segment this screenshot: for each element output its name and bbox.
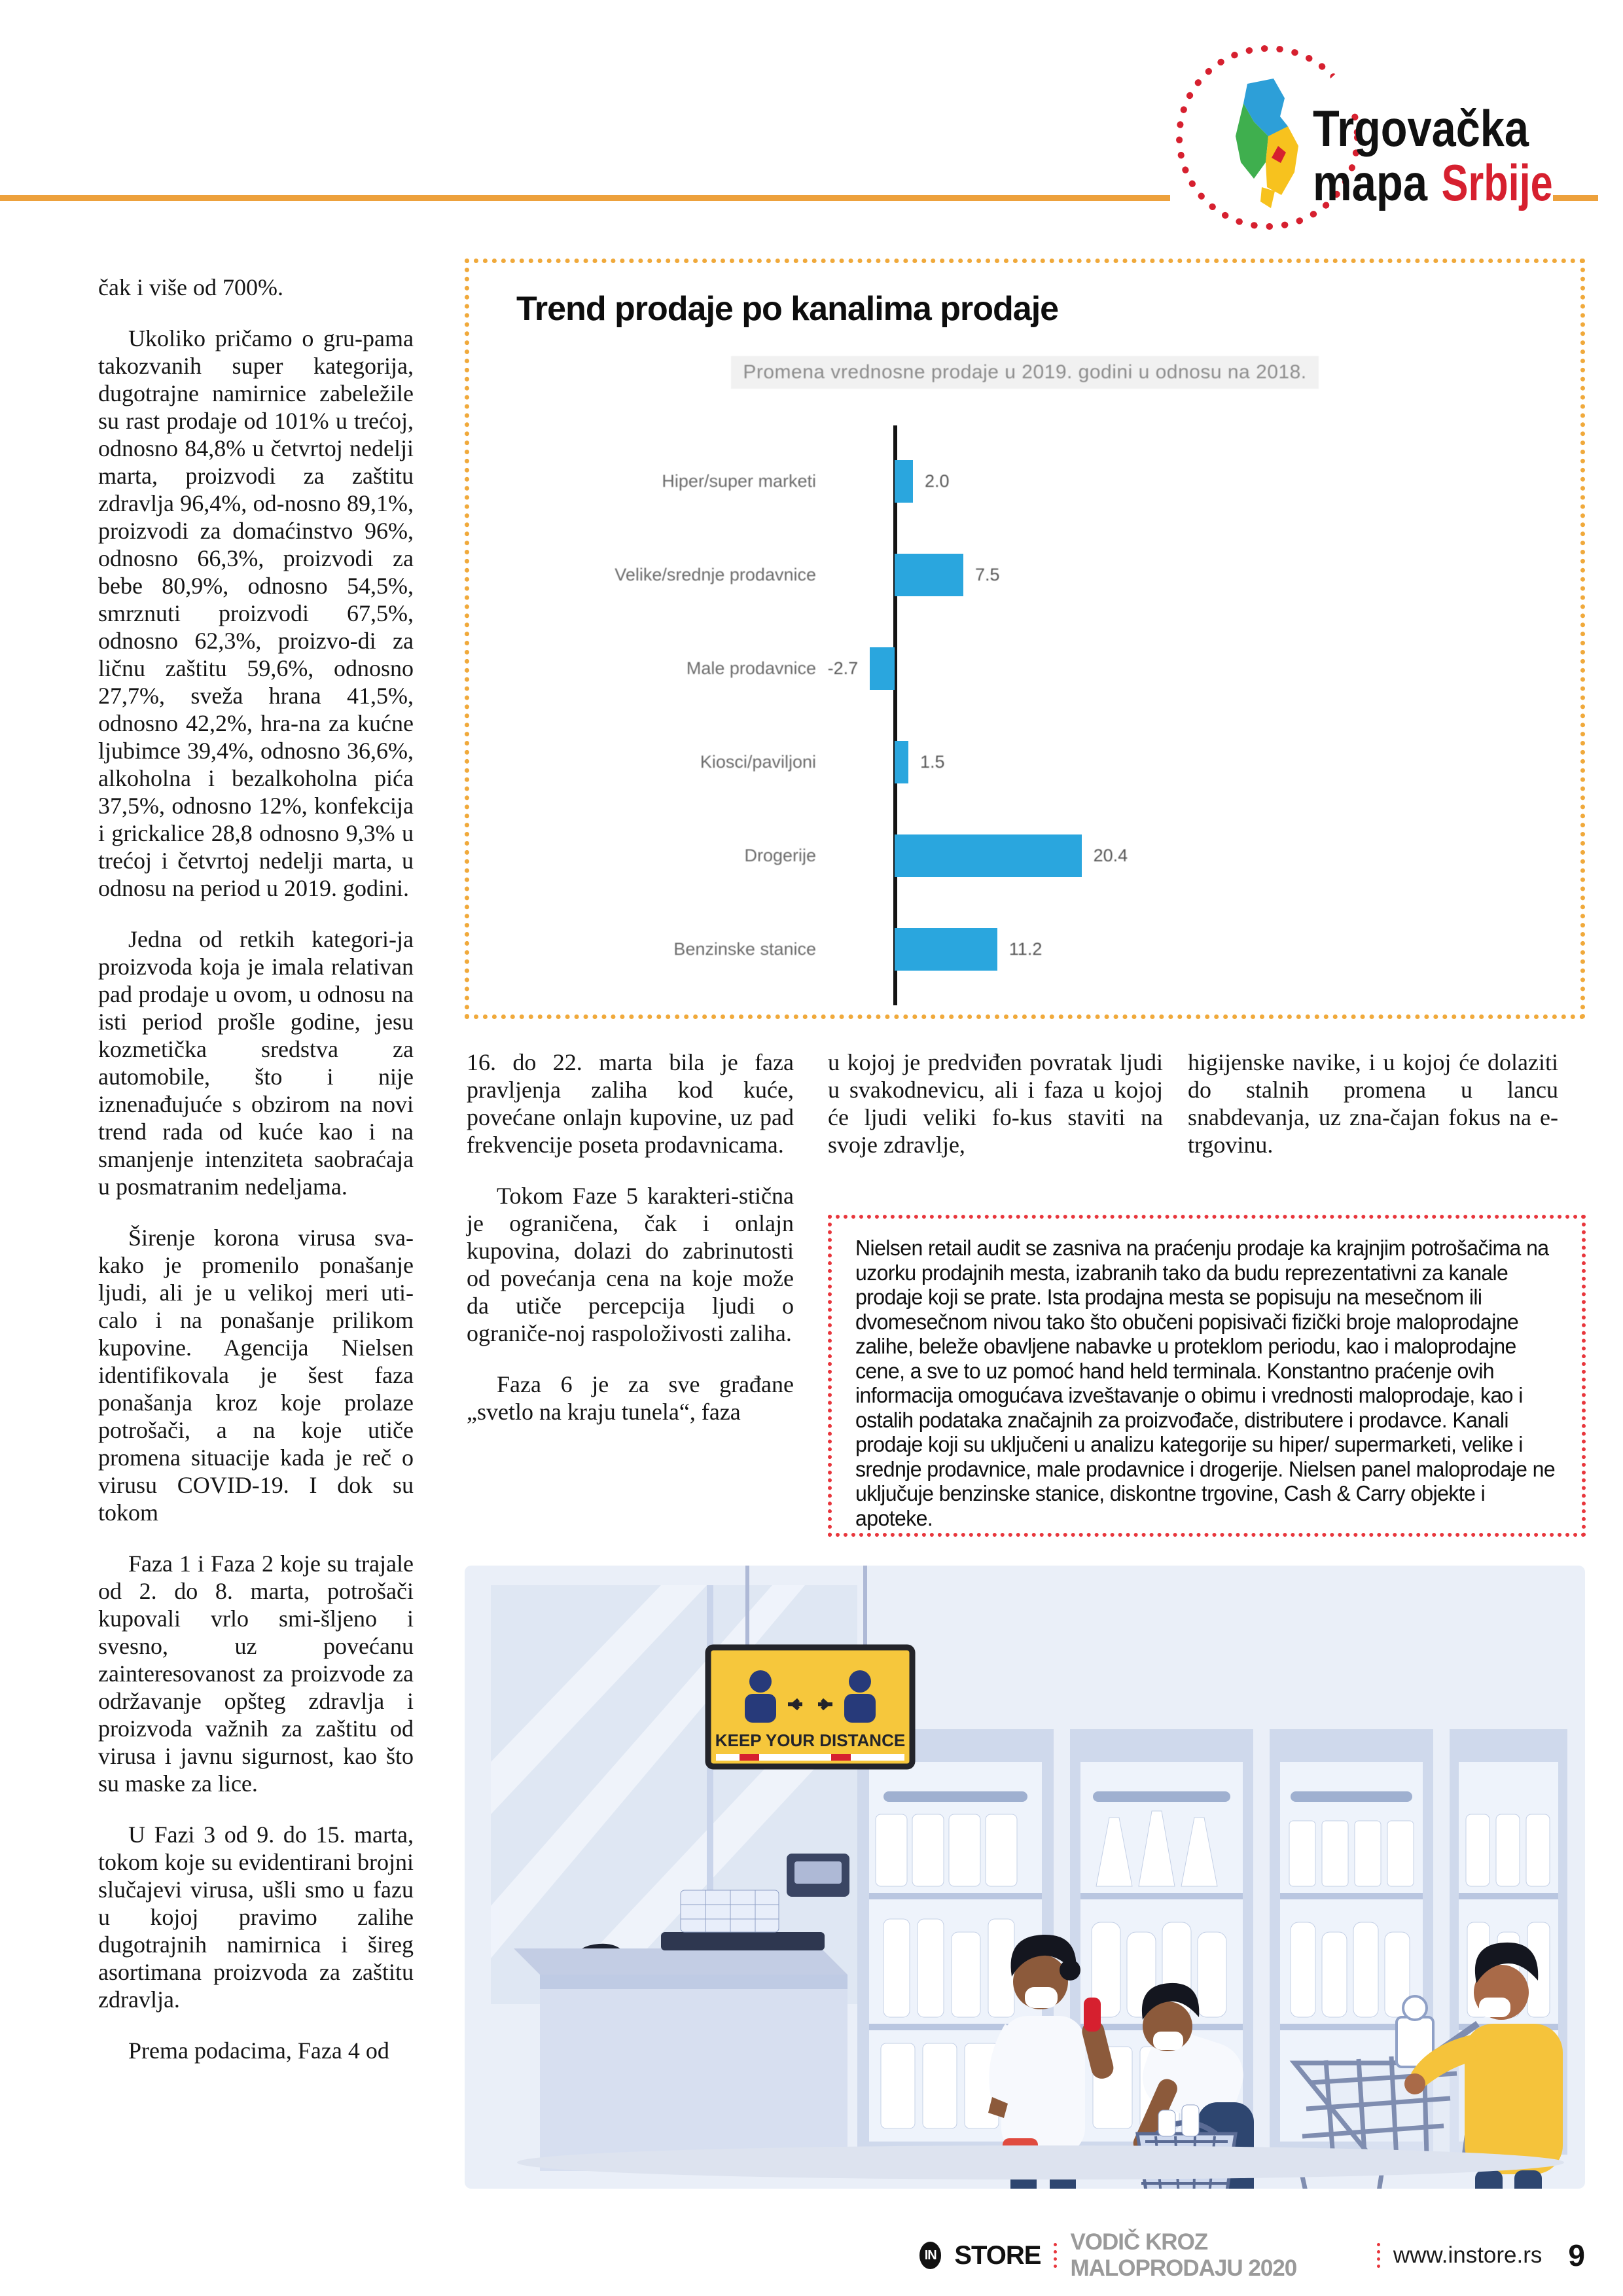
paragraph: Jedna od retkih kategori-ja proizvoda ko… <box>98 926 414 1200</box>
chart-bar <box>895 741 908 783</box>
nielsen-methodology-box: Nielsen retail audit se zasniva na praće… <box>828 1215 1586 1537</box>
page-number: 9 <box>1568 2238 1585 2272</box>
chart-bar <box>895 834 1082 877</box>
chart-value-label: 7.5 <box>975 565 1000 584</box>
paragraph: Širenje korona virusa sva-kako je promen… <box>98 1225 414 1526</box>
supermarket-illustration: KEEP YOUR DISTANCE <box>465 1566 1585 2296</box>
chart-value-label: 1.5 <box>920 752 945 772</box>
distance-sign-icon: KEEP YOUR DISTANCE <box>705 1566 916 1770</box>
footer-guide-label: VODIČ KROZ MALOPRODAJU 2020 <box>1070 2229 1297 2281</box>
distance-sign-label: KEEP YOUR DISTANCE <box>715 1731 905 1750</box>
footer-brand: STORE <box>954 2240 1041 2270</box>
chart-title: Trend prodaje po kanalima prodaje <box>516 290 1059 328</box>
article-column-2: 16. do 22. marta bila je faza pravljenja… <box>467 1049 794 1449</box>
chart-bar <box>895 554 963 596</box>
footer: IN STORE VODIČ KROZ MALOPRODAJU 2020 www… <box>919 2229 1585 2282</box>
chart-row: Drogerije 20.4 <box>489 809 1562 903</box>
paragraph: Tokom Faze 5 karakteri-stična je ogranič… <box>467 1183 794 1346</box>
chart-value-label: 20.4 <box>1093 846 1128 865</box>
chart-row: Male prodavnice -2.7 <box>489 622 1562 715</box>
footer-separator <box>1376 2243 1380 2268</box>
dotted-circle-icon <box>1176 45 1406 230</box>
paragraph: Faza 6 je za sve građane „svetlo na kraj… <box>467 1371 794 1425</box>
chart-row: Benzinske stanice 11.2 <box>489 903 1562 996</box>
paragraph: u kojoj je predviđen povratak ljudi u sv… <box>828 1049 1163 1158</box>
chart-box: Trend prodaje po kanalima prodaje Promen… <box>465 259 1585 1019</box>
footer-separator <box>1054 2243 1058 2268</box>
serbia-map-icon <box>1236 79 1298 208</box>
trgovacka-mapa-logo: Trgovačka mapa Srbije <box>1170 38 1553 241</box>
top-rule-left <box>0 195 1173 201</box>
paragraph: higijenske navike, i u kojoj će dolaziti… <box>1188 1049 1558 1158</box>
chart-value-label: 2.0 <box>925 471 950 491</box>
instore-logo-icon: IN <box>919 2242 942 2269</box>
nielsen-text: Nielsen retail audit se zasniva na praće… <box>855 1236 1556 1530</box>
footer-website: www.instore.rs <box>1393 2242 1543 2268</box>
chart-category-label: Male prodavnice <box>686 658 816 678</box>
paragraph: Prema podacima, Faza 4 od <box>128 2037 389 2064</box>
article-column-left: čak i više od 700%. Ukoliko pričamo o gru… <box>98 274 414 2088</box>
chart-axis <box>893 425 897 1005</box>
paragraph: 16. do 22. marta bila je faza pravljenja… <box>467 1049 794 1158</box>
paragraph: Faza 1 i Faza 2 koje su trajale od 2. do… <box>98 1551 414 1797</box>
chart-category-label: Benzinske stanice <box>673 939 816 959</box>
chart-category-label: Velike/srednje prodavnice <box>615 565 816 584</box>
logo-line1: Trgovačka <box>1313 99 1529 157</box>
bar-chart: Hiper/super marketi 2.0 Velike/srednje pro… <box>489 425 1562 1005</box>
article-column-4: higijenske navike, i u kojoj će dolaziti… <box>1188 1049 1558 1182</box>
paragraph: Ukoliko pričamo o gru-pama takozvanih su… <box>98 325 414 901</box>
chart-row: Kiosci/paviljoni 1.5 <box>489 715 1562 809</box>
logo-line2: mapa Srbije <box>1313 154 1553 211</box>
chart-bar <box>870 647 895 690</box>
chart-value-label: -2.7 <box>827 658 859 678</box>
chart-category-label: Kiosci/paviljoni <box>700 752 816 772</box>
chart-category-label: Drogerije <box>744 846 816 865</box>
chart-value-label: 11.2 <box>1008 939 1043 959</box>
logo-graphic: Trgovačka mapa Srbije <box>1176 45 1553 230</box>
paragraph: čak i više od 700%. <box>98 274 283 300</box>
chart-row: Velike/srednje prodavnice 7.5 <box>489 528 1562 622</box>
top-rule-right <box>1526 195 1598 201</box>
chart-category-label: Hiper/super marketi <box>662 471 816 491</box>
checkout-counter <box>514 1854 849 2171</box>
chart-row: Hiper/super marketi 2.0 <box>489 435 1562 528</box>
chart-subtitle: Promena vrednosne prodaje u 2019. godini… <box>469 356 1580 389</box>
article-column-3: u kojoj je predviđen povratak ljudi u sv… <box>828 1049 1163 1182</box>
chart-bar <box>895 460 913 503</box>
paragraph: U Fazi 3 od 9. do 15. marta, tokom koje … <box>98 1821 414 2013</box>
logo-line2-accent: Srbije <box>1442 154 1553 211</box>
chart-bar <box>895 928 997 971</box>
